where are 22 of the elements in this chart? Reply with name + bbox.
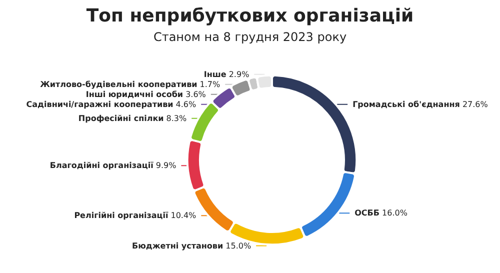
slice-label: Бюджетні установи bbox=[132, 241, 224, 250]
data-label: 16.0% bbox=[379, 208, 408, 218]
slice-label: Релігійні організації bbox=[74, 211, 168, 220]
slice-label: Садівничі/гаражні кооперативи bbox=[26, 100, 174, 109]
slice-label: Інше bbox=[204, 70, 227, 79]
chart-subtitle: Станом на 8 грудня 2023 року bbox=[153, 30, 347, 44]
data-label: 3.6% bbox=[183, 90, 206, 99]
data-label: 10.4% bbox=[168, 211, 197, 220]
data-label: 4.6% bbox=[173, 100, 196, 109]
data-label: 27.6% bbox=[460, 100, 488, 109]
data-label: 1.7% bbox=[197, 80, 220, 89]
slice-label: Громадські об'єднання bbox=[352, 100, 460, 109]
data-label: 9.9% bbox=[153, 161, 177, 170]
data-label: 15.0% bbox=[223, 241, 252, 250]
data-label: 8.3% bbox=[164, 114, 187, 123]
slice-label: ОСББ bbox=[354, 208, 380, 218]
slice-label: Благодійні організації bbox=[50, 161, 154, 170]
chart-title: Топ неприбуткових організацій bbox=[86, 6, 414, 26]
slice-label: Інші юридичні особи bbox=[86, 90, 184, 99]
slice-label: Професійні спілки bbox=[78, 114, 164, 123]
slice-label: Житлово-будівельні кооперативи bbox=[40, 80, 198, 89]
data-label: 2.9% bbox=[226, 70, 250, 79]
